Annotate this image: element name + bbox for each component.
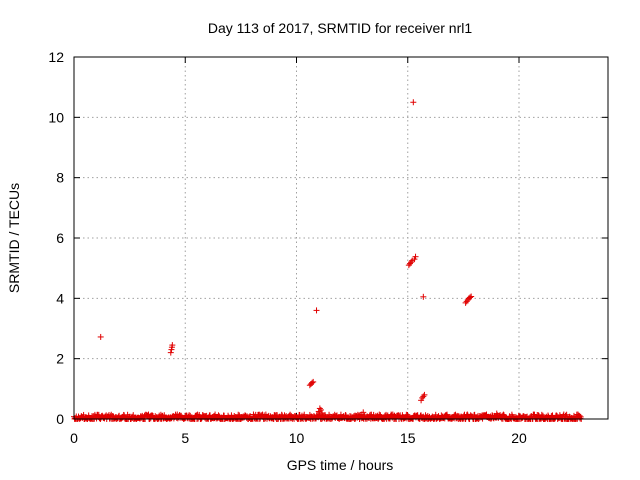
x-axis-label: GPS time / hours: [287, 457, 394, 473]
data-point: [313, 307, 320, 314]
tick-labels: 0 5 10 15 20 0 2 4 6 8 10 12: [48, 49, 527, 446]
data-points: [71, 99, 585, 422]
plot-frame: [73, 56, 609, 420]
data-point: [167, 349, 174, 356]
y-tick-label: 4: [56, 290, 64, 306]
data-point: [412, 253, 419, 260]
x-tick-label: 15: [400, 430, 416, 446]
y-tick-label: 8: [56, 170, 64, 186]
y-tick-label: 2: [56, 351, 64, 367]
data-point-baseline: [576, 412, 583, 419]
data-point: [309, 379, 316, 386]
data-point: [97, 333, 104, 340]
data-point-baseline: [562, 412, 569, 419]
data-point-baseline: [278, 411, 285, 418]
x-tick-label: 20: [511, 430, 527, 446]
data-point: [310, 378, 317, 385]
data-point-baseline: [215, 412, 222, 419]
y-tick-label: 0: [56, 411, 64, 427]
data-point-baseline: [149, 412, 156, 419]
y-tick-label: 12: [48, 49, 64, 65]
y-tick-label: 10: [48, 109, 64, 125]
data-point: [360, 409, 367, 416]
data-point: [317, 406, 324, 413]
data-point-baseline: [471, 411, 478, 418]
y-tick-label: 6: [56, 230, 64, 246]
data-point: [420, 293, 427, 300]
data-point: [319, 409, 326, 416]
data-point-baseline: [235, 411, 242, 418]
chart-title: Day 113 of 2017, SRMTID for receiver nrl…: [208, 20, 473, 36]
data-point: [421, 391, 428, 398]
x-tick-label: 5: [181, 430, 189, 446]
data-point-baseline: [538, 411, 545, 418]
data-point: [467, 294, 474, 301]
data-point: [493, 410, 500, 417]
y-axis-label: SRMTID / TECUs: [6, 183, 22, 293]
data-point: [410, 99, 417, 106]
x-tick-label: 0: [70, 430, 78, 446]
data-point: [169, 342, 176, 349]
grid-lines: [74, 57, 608, 419]
data-point: [468, 293, 475, 300]
x-tick-label: 10: [289, 430, 305, 446]
data-point: [549, 412, 556, 419]
